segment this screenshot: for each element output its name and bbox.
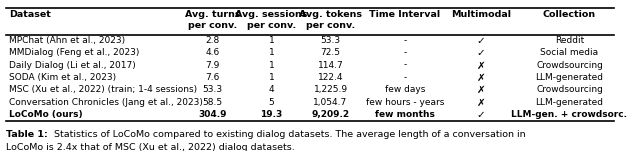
Text: LLM-gen. + crowdsorc.: LLM-gen. + crowdsorc.: [511, 110, 627, 119]
Text: 53.3: 53.3: [202, 85, 223, 94]
Text: Crowdsourcing: Crowdsourcing: [536, 85, 603, 94]
Text: 2.8: 2.8: [205, 36, 220, 45]
Text: Avg. tokens
per conv.: Avg. tokens per conv.: [299, 10, 362, 30]
Text: -: -: [403, 61, 406, 70]
Text: ✗: ✗: [477, 61, 485, 71]
Text: 58.5: 58.5: [202, 98, 223, 107]
Text: 114.7: 114.7: [317, 61, 344, 70]
Text: Daily Dialog (Li et al., 2017): Daily Dialog (Li et al., 2017): [9, 61, 136, 70]
Text: ✓: ✓: [477, 36, 485, 46]
Text: 1,054.7: 1,054.7: [314, 98, 348, 107]
Text: Social media: Social media: [540, 48, 598, 57]
Text: -: -: [403, 36, 406, 45]
Text: MPChat (Ahn et al., 2023): MPChat (Ahn et al., 2023): [9, 36, 125, 45]
Text: Reddit: Reddit: [555, 36, 584, 45]
Text: Statistics of LoCoMo compared to existing dialog datasets. The average length of: Statistics of LoCoMo compared to existin…: [51, 130, 525, 139]
Text: ✗: ✗: [477, 85, 485, 95]
Text: 4.6: 4.6: [205, 48, 220, 57]
Text: Multimodal: Multimodal: [451, 10, 511, 19]
Text: ✗: ✗: [477, 73, 485, 83]
Text: ✓: ✓: [477, 48, 485, 58]
Text: Dataset: Dataset: [9, 10, 51, 19]
Text: 304.9: 304.9: [198, 110, 227, 119]
Text: few months: few months: [375, 110, 435, 119]
Text: Crowdsourcing: Crowdsourcing: [536, 61, 603, 70]
Text: 9,209.2: 9,209.2: [312, 110, 349, 119]
Text: 1,225.9: 1,225.9: [314, 85, 348, 94]
Text: -: -: [403, 73, 406, 82]
Text: 5: 5: [269, 98, 275, 107]
Text: 1: 1: [269, 73, 275, 82]
Text: ✗: ✗: [477, 98, 485, 108]
Text: 4: 4: [269, 85, 275, 94]
Text: LoCoMo is 2.4x that of MSC (Xu et al., 2022) dialog datasets.: LoCoMo is 2.4x that of MSC (Xu et al., 2…: [6, 143, 295, 151]
Text: LLM-generated: LLM-generated: [536, 73, 604, 82]
Text: MMDialog (Feng et al., 2023): MMDialog (Feng et al., 2023): [9, 48, 139, 57]
Text: MSC (Xu et al., 2022) (train; 1-4 sessions): MSC (Xu et al., 2022) (train; 1-4 sessio…: [9, 85, 197, 94]
Text: 1: 1: [269, 61, 275, 70]
Text: Avg. sessions
per conv.: Avg. sessions per conv.: [236, 10, 308, 30]
Text: 19.3: 19.3: [260, 110, 283, 119]
Text: 72.5: 72.5: [321, 48, 340, 57]
Text: 1: 1: [269, 48, 275, 57]
Text: 1: 1: [269, 36, 275, 45]
Text: Table 1:: Table 1:: [6, 130, 48, 139]
Text: few hours - years: few hours - years: [366, 98, 444, 107]
Text: 53.3: 53.3: [321, 36, 340, 45]
Text: 7.6: 7.6: [205, 73, 220, 82]
Text: -: -: [403, 48, 406, 57]
Text: SODA (Kim et al., 2023): SODA (Kim et al., 2023): [9, 73, 116, 82]
Text: Avg. turns
per conv.: Avg. turns per conv.: [185, 10, 241, 30]
Text: few days: few days: [385, 85, 425, 94]
Text: ✓: ✓: [477, 110, 485, 120]
Text: LLM-generated: LLM-generated: [536, 98, 604, 107]
Text: Conversation Chronicles (Jang et al., 2023): Conversation Chronicles (Jang et al., 20…: [9, 98, 203, 107]
Text: 122.4: 122.4: [318, 73, 343, 82]
Text: LoCoMo (ours): LoCoMo (ours): [9, 110, 83, 119]
Text: Time Interval: Time Interval: [369, 10, 440, 19]
Text: Collection: Collection: [543, 10, 596, 19]
Text: 7.9: 7.9: [205, 61, 220, 70]
